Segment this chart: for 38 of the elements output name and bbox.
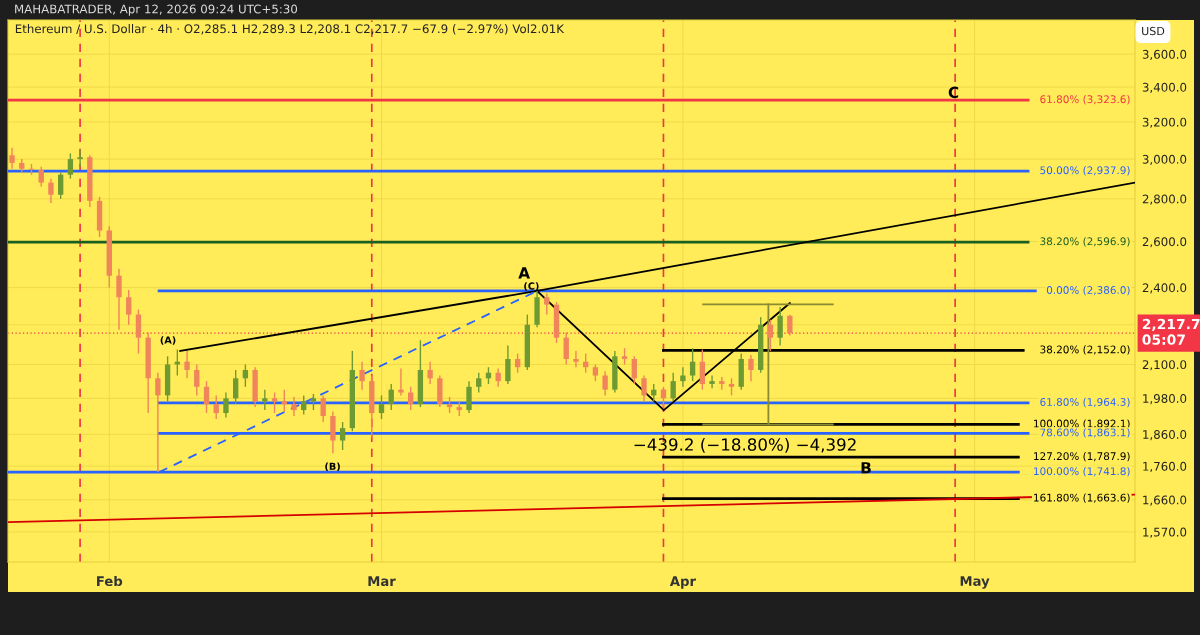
series-label: 100.00% (1,741.8) <box>1034 467 1130 477</box>
ref-line-label: 2,217.7 05:07 <box>1142 318 1200 345</box>
annotation: (A) <box>160 336 176 345</box>
y-tick-label: 3,600.0 <box>1142 49 1187 61</box>
y-tick-label: 1,660.0 <box>1143 495 1187 506</box>
x-tick-label: Feb <box>97 575 123 587</box>
series-label: 0.00% (2,386.0) <box>1046 285 1130 296</box>
x-tick-label: May <box>960 576 990 589</box>
y-tick-label: 2,600.0 <box>1142 237 1187 248</box>
series-label: 38.20% (2,596.9) <box>1040 237 1130 247</box>
y-tick-label: 1,760.0 <box>1143 461 1187 472</box>
annotation: A <box>518 267 530 279</box>
series-label: 61.80% (1,964.3) <box>1040 397 1130 408</box>
series-label: 161.80% (1,663.6) <box>1034 493 1130 503</box>
x-tick-label: Mar <box>368 576 396 587</box>
y-tick-label: 1,570.0 <box>1143 527 1187 538</box>
annotation: (B) <box>325 462 340 472</box>
y-tick-label: 3,400.0 <box>1142 82 1187 93</box>
y-tick-label: 2,800.0 <box>1142 194 1187 205</box>
annotation: Ethereum / U.S. Dollar · 4h · O2,285.1 H2,289.3 L2,208.1 C2,217.7 −67.9 (−2.97%) Vol2.01K <box>15 24 565 35</box>
y-tick-label: 1,860.0 <box>1143 430 1187 441</box>
y-tick-label: 1,980.0 <box>1143 394 1187 405</box>
series-label: 61.80% (3,323.6) <box>1040 95 1130 105</box>
y-tick-label: 2,400.0 <box>1142 283 1187 294</box>
annotation: −439.2 (−18.80%) −4,392 <box>634 437 856 453</box>
series-label: 50.00% (2,937.9) <box>1040 166 1130 176</box>
annotation: (C) <box>524 282 539 291</box>
text: USD <box>1142 26 1165 36</box>
series-label: 38.20% (2,152.0) <box>1040 345 1130 355</box>
text: MAHABATRADER, Apr 12, 2026 09:24 UTC+5:30 <box>15 4 298 16</box>
y-tick-label: 3,200.0 <box>1142 117 1187 128</box>
annotation: B <box>861 462 871 474</box>
y-tick-label: 2,100.0 <box>1142 360 1187 371</box>
series-label: 127.20% (1,787.9) <box>1034 452 1130 462</box>
series-label: 78.60% (1,863.1) <box>1040 428 1130 438</box>
y-tick-label: 3,000.0 <box>1142 154 1187 165</box>
series-label: 100.00% (1,892.1) <box>1034 419 1130 429</box>
x-tick-label: Apr <box>669 576 696 589</box>
